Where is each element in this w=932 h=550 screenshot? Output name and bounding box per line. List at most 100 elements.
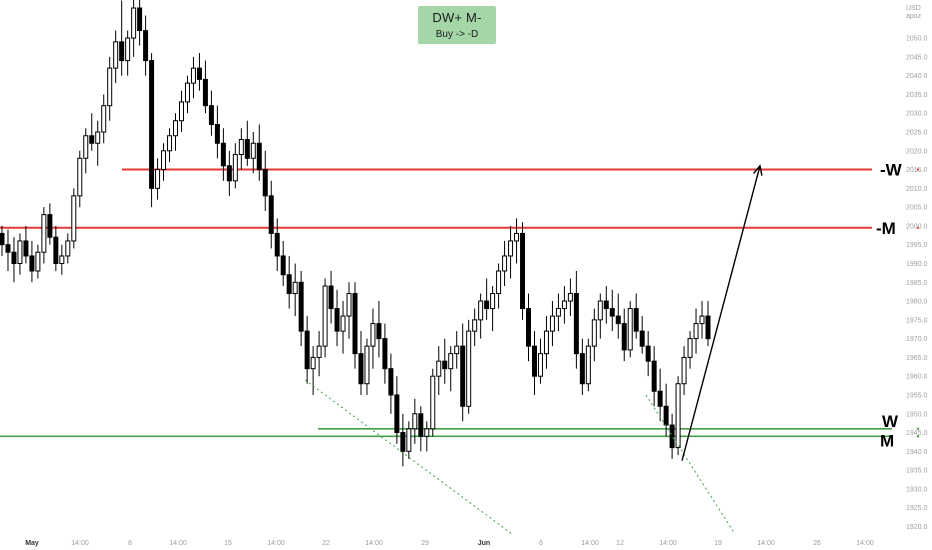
- y-tick-label: 1925.0: [906, 505, 928, 512]
- candle-body: [675, 383, 681, 449]
- x-tick-label: 26: [813, 540, 821, 547]
- candle-body: [155, 169, 161, 189]
- candle-body: [705, 315, 711, 340]
- y-tick-label: 2000.0: [906, 223, 928, 230]
- candle-body: [579, 353, 585, 385]
- candle-body: [472, 319, 478, 332]
- candle-body: [621, 323, 627, 351]
- candle-body: [490, 293, 496, 310]
- candle-body: [131, 7, 137, 39]
- candle-body: [83, 135, 89, 159]
- candle-body: [119, 41, 125, 62]
- candle-body: [376, 323, 382, 340]
- y-tick-label: 2045.0: [906, 54, 928, 61]
- candle-body: [693, 323, 699, 340]
- candle-body: [340, 315, 346, 332]
- y-tick-label: 2035.0: [906, 92, 928, 99]
- unit-label: apoz: [906, 13, 922, 20]
- y-tick-label: 2015.0: [906, 167, 928, 174]
- candle-body: [53, 236, 59, 264]
- candle-body: [107, 67, 113, 107]
- candle-body: [555, 308, 561, 317]
- projection-arrow[interactable]: [681, 165, 761, 461]
- key-levels: -W -M WM: [0, 161, 920, 450]
- x-tick-label: 14:00: [856, 540, 874, 547]
- candle-body: [412, 413, 418, 430]
- y-tick-label: 1995.0: [906, 242, 928, 249]
- candle-body: [47, 214, 53, 238]
- candle-body: [173, 120, 179, 137]
- candle-body: [406, 428, 412, 452]
- x-tick-label: 14:00: [365, 540, 383, 547]
- x-tick-label: 14:00: [71, 540, 89, 547]
- candle-body: [316, 345, 322, 358]
- candle-body: [149, 60, 155, 189]
- candle-body: [418, 413, 424, 437]
- x-tick-label: 8: [128, 540, 132, 547]
- candle-body: [178, 101, 184, 122]
- x-tick-label: 15: [224, 540, 232, 547]
- y-tick-label: 1955.0: [906, 392, 928, 399]
- candle-body: [609, 308, 615, 317]
- candle-body: [137, 7, 143, 32]
- signal-badge[interactable]: DW+ M- Buy -> -D: [418, 6, 496, 44]
- candle-body: [77, 157, 83, 197]
- x-tick-label: 14:00: [267, 540, 285, 547]
- candle-body: [71, 195, 77, 242]
- x-tick-label: Jun: [478, 540, 490, 547]
- y-tick-label: 2050.0: [906, 36, 928, 43]
- candle-body: [250, 142, 256, 159]
- candle-body: [639, 330, 645, 347]
- candle-body: [256, 142, 262, 171]
- candle-body: [190, 67, 196, 84]
- y-tick-label: 1950.0: [906, 411, 928, 418]
- level-label: M: [880, 431, 894, 450]
- candle-body: [0, 232, 5, 246]
- candle-body: [484, 300, 490, 310]
- candle-body: [526, 308, 532, 347]
- candle-body: [238, 139, 244, 156]
- candle-body: [466, 330, 472, 407]
- level-label: -W: [880, 161, 903, 180]
- candle-body: [478, 300, 484, 321]
- y-tick-label: 1945.0: [906, 430, 928, 437]
- candle-body: [262, 169, 268, 197]
- candle-body: [41, 214, 47, 253]
- y-tick-label: 1940.0: [906, 449, 928, 456]
- candle-body: [561, 300, 567, 310]
- x-tick-label: 14:00: [169, 540, 187, 547]
- candle-body: [591, 319, 597, 347]
- candle-body: [669, 424, 675, 449]
- candle-body: [448, 353, 454, 370]
- y-tick-label: 1970.0: [906, 336, 928, 343]
- candle-body: [508, 240, 514, 257]
- candle-body: [543, 330, 549, 355]
- candle-body: [687, 338, 693, 358]
- candle-body: [520, 232, 526, 310]
- level-label: -M: [876, 219, 896, 238]
- y-tick-label: 2025.0: [906, 129, 928, 136]
- trend-drawings: [304, 164, 763, 535]
- trend-line[interactable]: [304, 379, 513, 535]
- candle-body: [244, 139, 250, 159]
- candle-body: [161, 150, 167, 171]
- candle-body: [292, 281, 298, 295]
- candle-body: [394, 394, 400, 434]
- y-tick-label: 1965.0: [906, 355, 928, 362]
- candle-body: [29, 255, 35, 272]
- time-axis[interactable]: May 14:00 8 14:00 15 14:00 22 14:00 29 Jun 6 14:00 1…: [25, 540, 874, 547]
- y-tick-label: 1920.0: [906, 524, 928, 531]
- x-tick-label: 14:00: [659, 540, 677, 547]
- arrow-head: [752, 164, 763, 176]
- y-tick-label: 1975.0: [906, 317, 928, 324]
- candle-body: [603, 300, 609, 310]
- trend-line[interactable]: [645, 394, 736, 535]
- candle-body: [346, 293, 352, 317]
- candle-body: [310, 356, 316, 370]
- candle-body: [59, 255, 65, 264]
- candle-body: [573, 293, 579, 355]
- candle-body: [424, 428, 430, 437]
- candle-body: [226, 165, 232, 182]
